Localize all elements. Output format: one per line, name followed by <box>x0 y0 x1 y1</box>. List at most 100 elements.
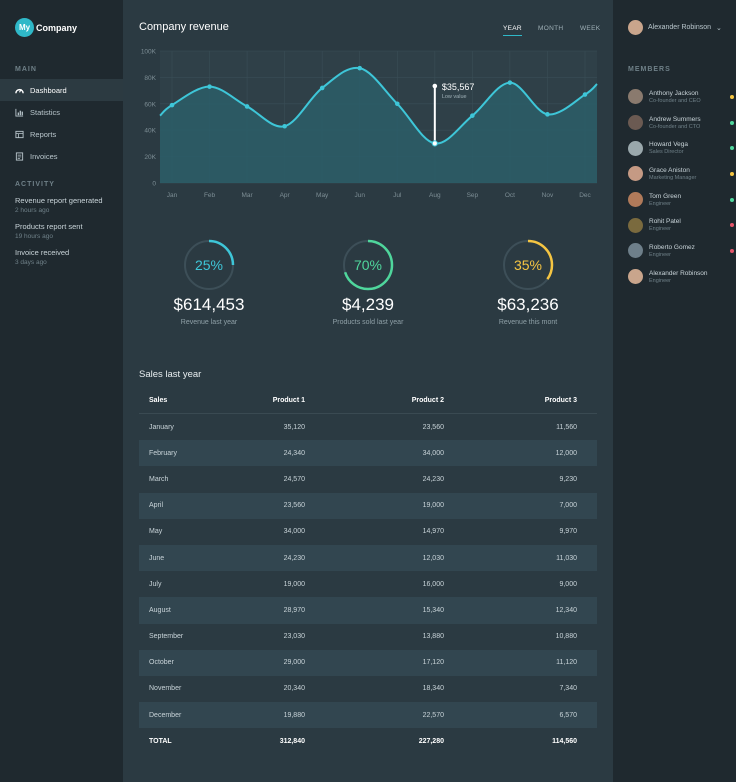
data-point <box>319 85 325 91</box>
member-item[interactable]: Alexander Robinson Engineer <box>628 264 728 290</box>
table-cell: 19,000 <box>283 580 305 588</box>
brand-name: Company <box>36 22 78 33</box>
table-cell: 24,340 <box>283 449 305 457</box>
table-cell: 29,000 <box>283 659 305 667</box>
table-row[interactable]: January 35,120 23,560 11,560 <box>139 414 597 440</box>
member-role: Sales Director <box>649 149 684 156</box>
table-row[interactable]: February 24,340 34,000 12,000 <box>139 440 597 467</box>
member-role: Engineer <box>649 277 672 284</box>
x-tick-label: May <box>316 192 329 199</box>
stat-card: 25% $614,453 Revenue last year <box>134 238 284 326</box>
member-item[interactable]: Roberto Gomez Engineer <box>628 238 734 264</box>
table-row[interactable]: April 23,560 19,000 7,000 <box>139 492 597 519</box>
activity-item[interactable]: Products report sent 19 hours ago <box>15 222 120 240</box>
tooltip-label: Low value <box>442 94 467 100</box>
member-item[interactable]: Rohit Patel Engineer <box>628 212 734 238</box>
activity-title: Products report sent <box>15 222 83 231</box>
status-dot <box>730 172 734 177</box>
table-cell: 19,880 <box>283 711 305 719</box>
progress-ring-svg <box>502 239 554 291</box>
member-role: Co-founder and CEO <box>649 97 701 104</box>
status-dot <box>730 249 734 254</box>
tab-year[interactable]: YEAR <box>503 25 522 36</box>
data-point <box>582 92 588 97</box>
series-line <box>159 66 598 145</box>
x-tick-label: Oct <box>505 192 515 199</box>
member-role: Engineer <box>649 226 672 233</box>
activity-title: Invoice received <box>15 248 70 257</box>
activity-item[interactable]: Revenue report generated 2 hours ago <box>15 196 120 214</box>
data-point <box>244 104 250 109</box>
ring-percent: 25% <box>194 257 224 273</box>
table-cell: May <box>149 528 163 536</box>
table-row[interactable]: March 24,570 24,230 9,230 <box>139 466 597 492</box>
nav-item-invoices[interactable]: Invoices <box>0 145 123 167</box>
table-row[interactable]: November 20,340 18,340 7,340 <box>139 676 597 702</box>
member-text: Tom Green Engineer <box>649 193 681 207</box>
member-item[interactable]: Howard Vega Sales Director <box>628 135 734 161</box>
y-tick-label: 20K <box>144 154 156 161</box>
table-cell: 6,570 <box>559 711 577 719</box>
member-item[interactable]: Grace Aniston Marketing Manager <box>628 161 734 187</box>
activity-section-label: ACTIVITY <box>15 181 55 188</box>
member-item[interactable]: Tom Green Engineer <box>628 187 734 213</box>
table-cell: December <box>149 711 182 719</box>
table-row[interactable]: October 29,000 17,120 11,120 <box>139 649 597 676</box>
total-cell: TOTAL <box>149 737 172 745</box>
member-text: Roberto Gomez Engineer <box>649 244 695 258</box>
table-row[interactable]: June 24,230 12,030 11,030 <box>139 544 597 572</box>
area-fill <box>160 67 597 183</box>
sales-table: Sales Product 1 Product 2 Product 3 Janu… <box>139 388 597 754</box>
progress-ring: 35% <box>501 238 555 292</box>
member-item[interactable]: Anthony Jackson Co-founder and CEO <box>628 84 734 110</box>
ring-progress <box>183 239 235 291</box>
user-name: Alexander Robinson <box>648 24 712 31</box>
header-cell[interactable]: Product 3 <box>544 397 577 404</box>
header-cell[interactable]: Product 2 <box>411 397 444 404</box>
dashboard-icon <box>15 86 24 95</box>
member-item[interactable]: Andrew Summers Co-founder and CTO <box>628 110 734 136</box>
nav-item-dashboard[interactable]: Dashboard <box>0 79 123 101</box>
member-avatar <box>628 140 643 156</box>
progress-ring-svg <box>183 239 235 291</box>
activity-item[interactable]: Invoice received 3 days ago <box>15 248 120 266</box>
table-cell: 12,030 <box>422 554 444 562</box>
member-avatar <box>628 269 643 285</box>
table-cell: 10,880 <box>555 633 577 641</box>
revenue-chart-svg: 100K 80K 60K 40K 20K 0 Jan Feb Mar Apr May Jun Jul Au… <box>141 49 598 199</box>
table-cell: 18,340 <box>422 685 444 693</box>
member-role: Engineer <box>649 200 672 207</box>
revenue-chart: 100K 80K 60K 40K 20K 0 Jan Feb Mar Apr May Jun Jul Au… <box>130 44 605 204</box>
table-cell: September <box>149 633 184 641</box>
member-role: Co-founder and CTO <box>649 123 701 130</box>
table-row[interactable]: December 19,880 22,570 6,570 <box>139 702 597 729</box>
main-section-label: MAIN <box>15 66 37 73</box>
member-name: Roberto Gomez <box>649 243 695 251</box>
header-cell[interactable]: Product 1 <box>272 397 305 404</box>
member-text: Alexander Robinson Engineer <box>649 270 708 284</box>
table-row[interactable]: July 19,000 16,000 9,000 <box>139 571 597 597</box>
table-row[interactable]: September 23,030 13,880 10,880 <box>139 624 597 650</box>
data-point <box>207 84 212 89</box>
member-name: Andrew Summers <box>649 115 701 123</box>
table-cell: 22,570 <box>422 711 444 719</box>
member-text: Andrew Summers Co-founder and CTO <box>649 116 701 130</box>
user-avatar <box>628 20 643 35</box>
table-row[interactable]: August 28,970 15,340 12,340 <box>139 597 597 624</box>
table-cell: 11,560 <box>556 423 577 431</box>
status-dot <box>730 95 734 99</box>
nav-item-statistics[interactable]: Statistics <box>0 101 123 123</box>
brand[interactable]: My Company <box>15 18 77 37</box>
data-point <box>357 65 363 71</box>
tab-week[interactable]: WEEK <box>580 25 601 32</box>
reports-icon <box>15 130 24 139</box>
table-cell: 9,000 <box>559 580 577 588</box>
tab-month[interactable]: MONTH <box>538 25 564 32</box>
table-row[interactable]: May 34,000 14,970 9,970 <box>139 519 597 545</box>
user-menu[interactable]: Alexander Robinson ⌄ <box>628 20 728 35</box>
y-tick-label: 60K <box>144 101 156 108</box>
y-tick-label: 40K <box>144 128 156 135</box>
member-avatar <box>628 217 643 233</box>
nav-item-reports[interactable]: Reports <box>0 123 123 145</box>
header-cell[interactable]: Sales <box>149 397 168 404</box>
